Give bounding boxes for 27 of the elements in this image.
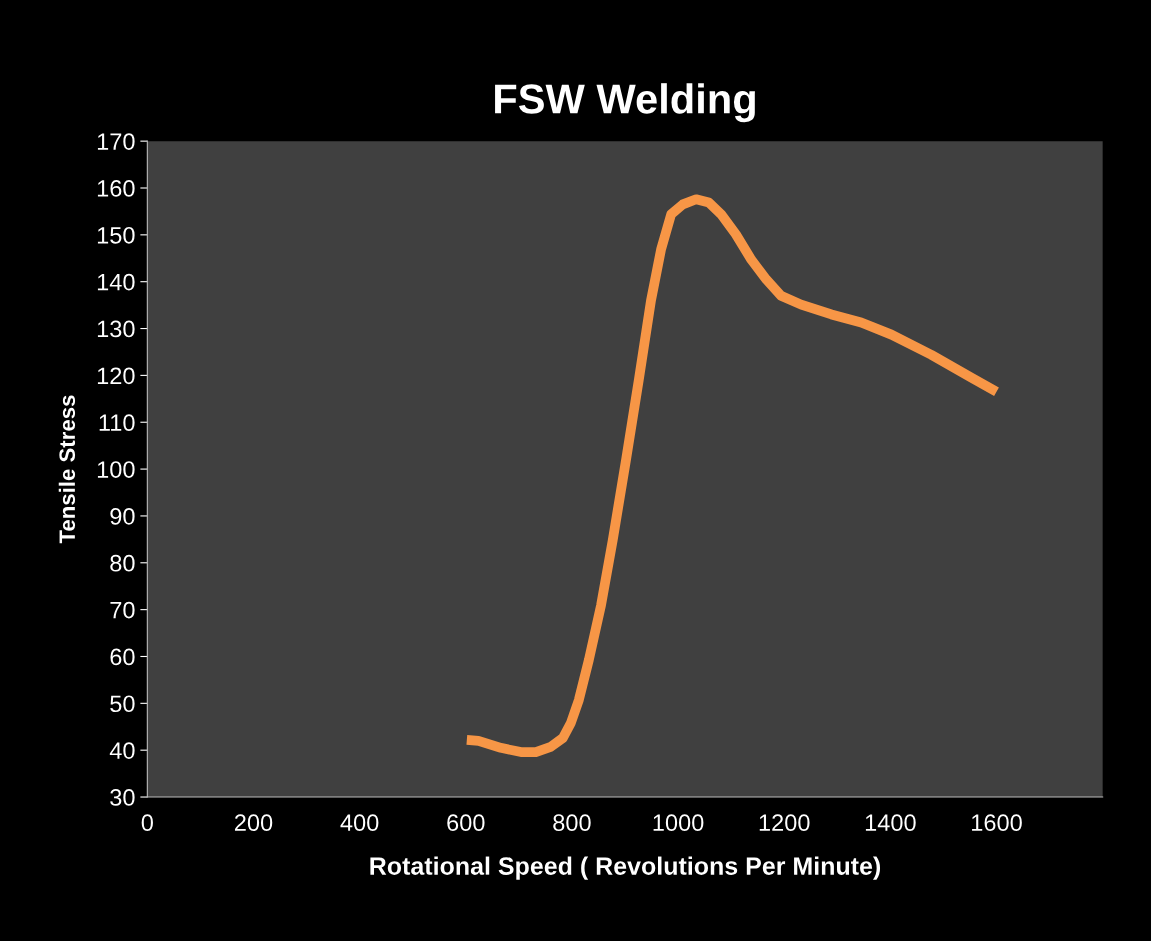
x-tick-label: 1000 [653,814,704,832]
x-tick-label: 600 [447,814,485,832]
y-tick-label: 130 [97,320,135,338]
x-tick-label: 0 [141,814,153,832]
x-tick-label: 800 [553,814,591,832]
x-tick-label: 200 [234,814,273,832]
y-tick-label: 50 [110,695,135,713]
y-tick-label: 170 [97,133,135,150]
y-tick-label: 90 [110,508,135,525]
y-tick-label: 100 [97,461,135,478]
y-tick-label: 60 [110,648,135,666]
chart-title: FSW Welding [495,83,755,123]
y-tick-label: 40 [109,742,135,759]
x-tick-label: 1600 [972,814,1022,832]
x-tick-label: 1400 [865,814,916,832]
x-axis-title: Rotational Speed ( Revolutions Per Minute) [370,856,881,880]
y-tick-label: 30 [110,789,135,806]
y-axis-title: Tensile Stress [58,395,76,544]
y-tick-label: 70 [110,601,135,619]
x-tick-label: 400 [340,814,379,832]
y-tick-label: 150 [97,226,135,244]
y-tick-label: 140 [97,273,135,291]
y-tick-label: 110 [99,414,135,432]
x-tick-label: 1200 [759,814,810,832]
y-tick-label: 120 [97,367,135,385]
y-tick-label: 80 [110,554,135,572]
y-tick-label: 160 [97,180,135,197]
